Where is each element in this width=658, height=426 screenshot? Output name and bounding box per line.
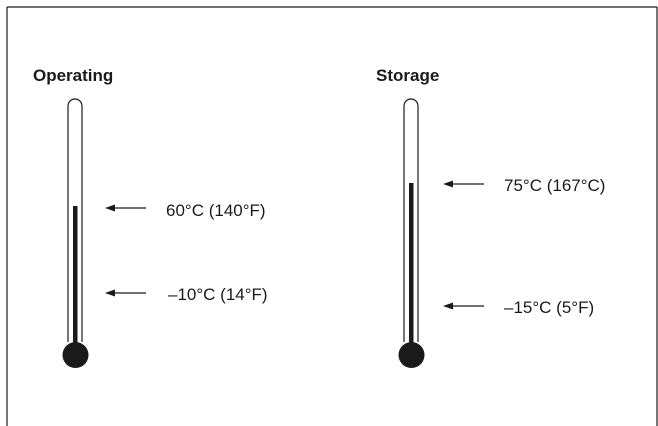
storage-thermometer: [398, 98, 484, 368]
operating-thermometer: [62, 98, 146, 368]
storage-high-label: 75°C (167°C): [504, 176, 606, 195]
storage-mercury: [409, 183, 414, 351]
storage-low-arrow: [443, 302, 484, 310]
storage-high-arrow: [443, 180, 484, 188]
operating-low-arrow: [105, 289, 146, 297]
operating-tube: [67, 98, 83, 342]
operating-low-label: –10°C (14°F): [168, 285, 268, 304]
operating-high-arrow: [105, 204, 146, 212]
operating-mercury: [73, 206, 78, 351]
operating-bulb: [62, 342, 89, 368]
operating-title: Operating: [33, 66, 114, 85]
storage-low-label: –15°C (5°F): [504, 298, 595, 317]
operating-high-label: 60°C (140°F): [166, 201, 266, 220]
storage-tube: [403, 98, 419, 342]
storage-title: Storage: [376, 66, 440, 85]
storage-bulb: [398, 342, 425, 368]
